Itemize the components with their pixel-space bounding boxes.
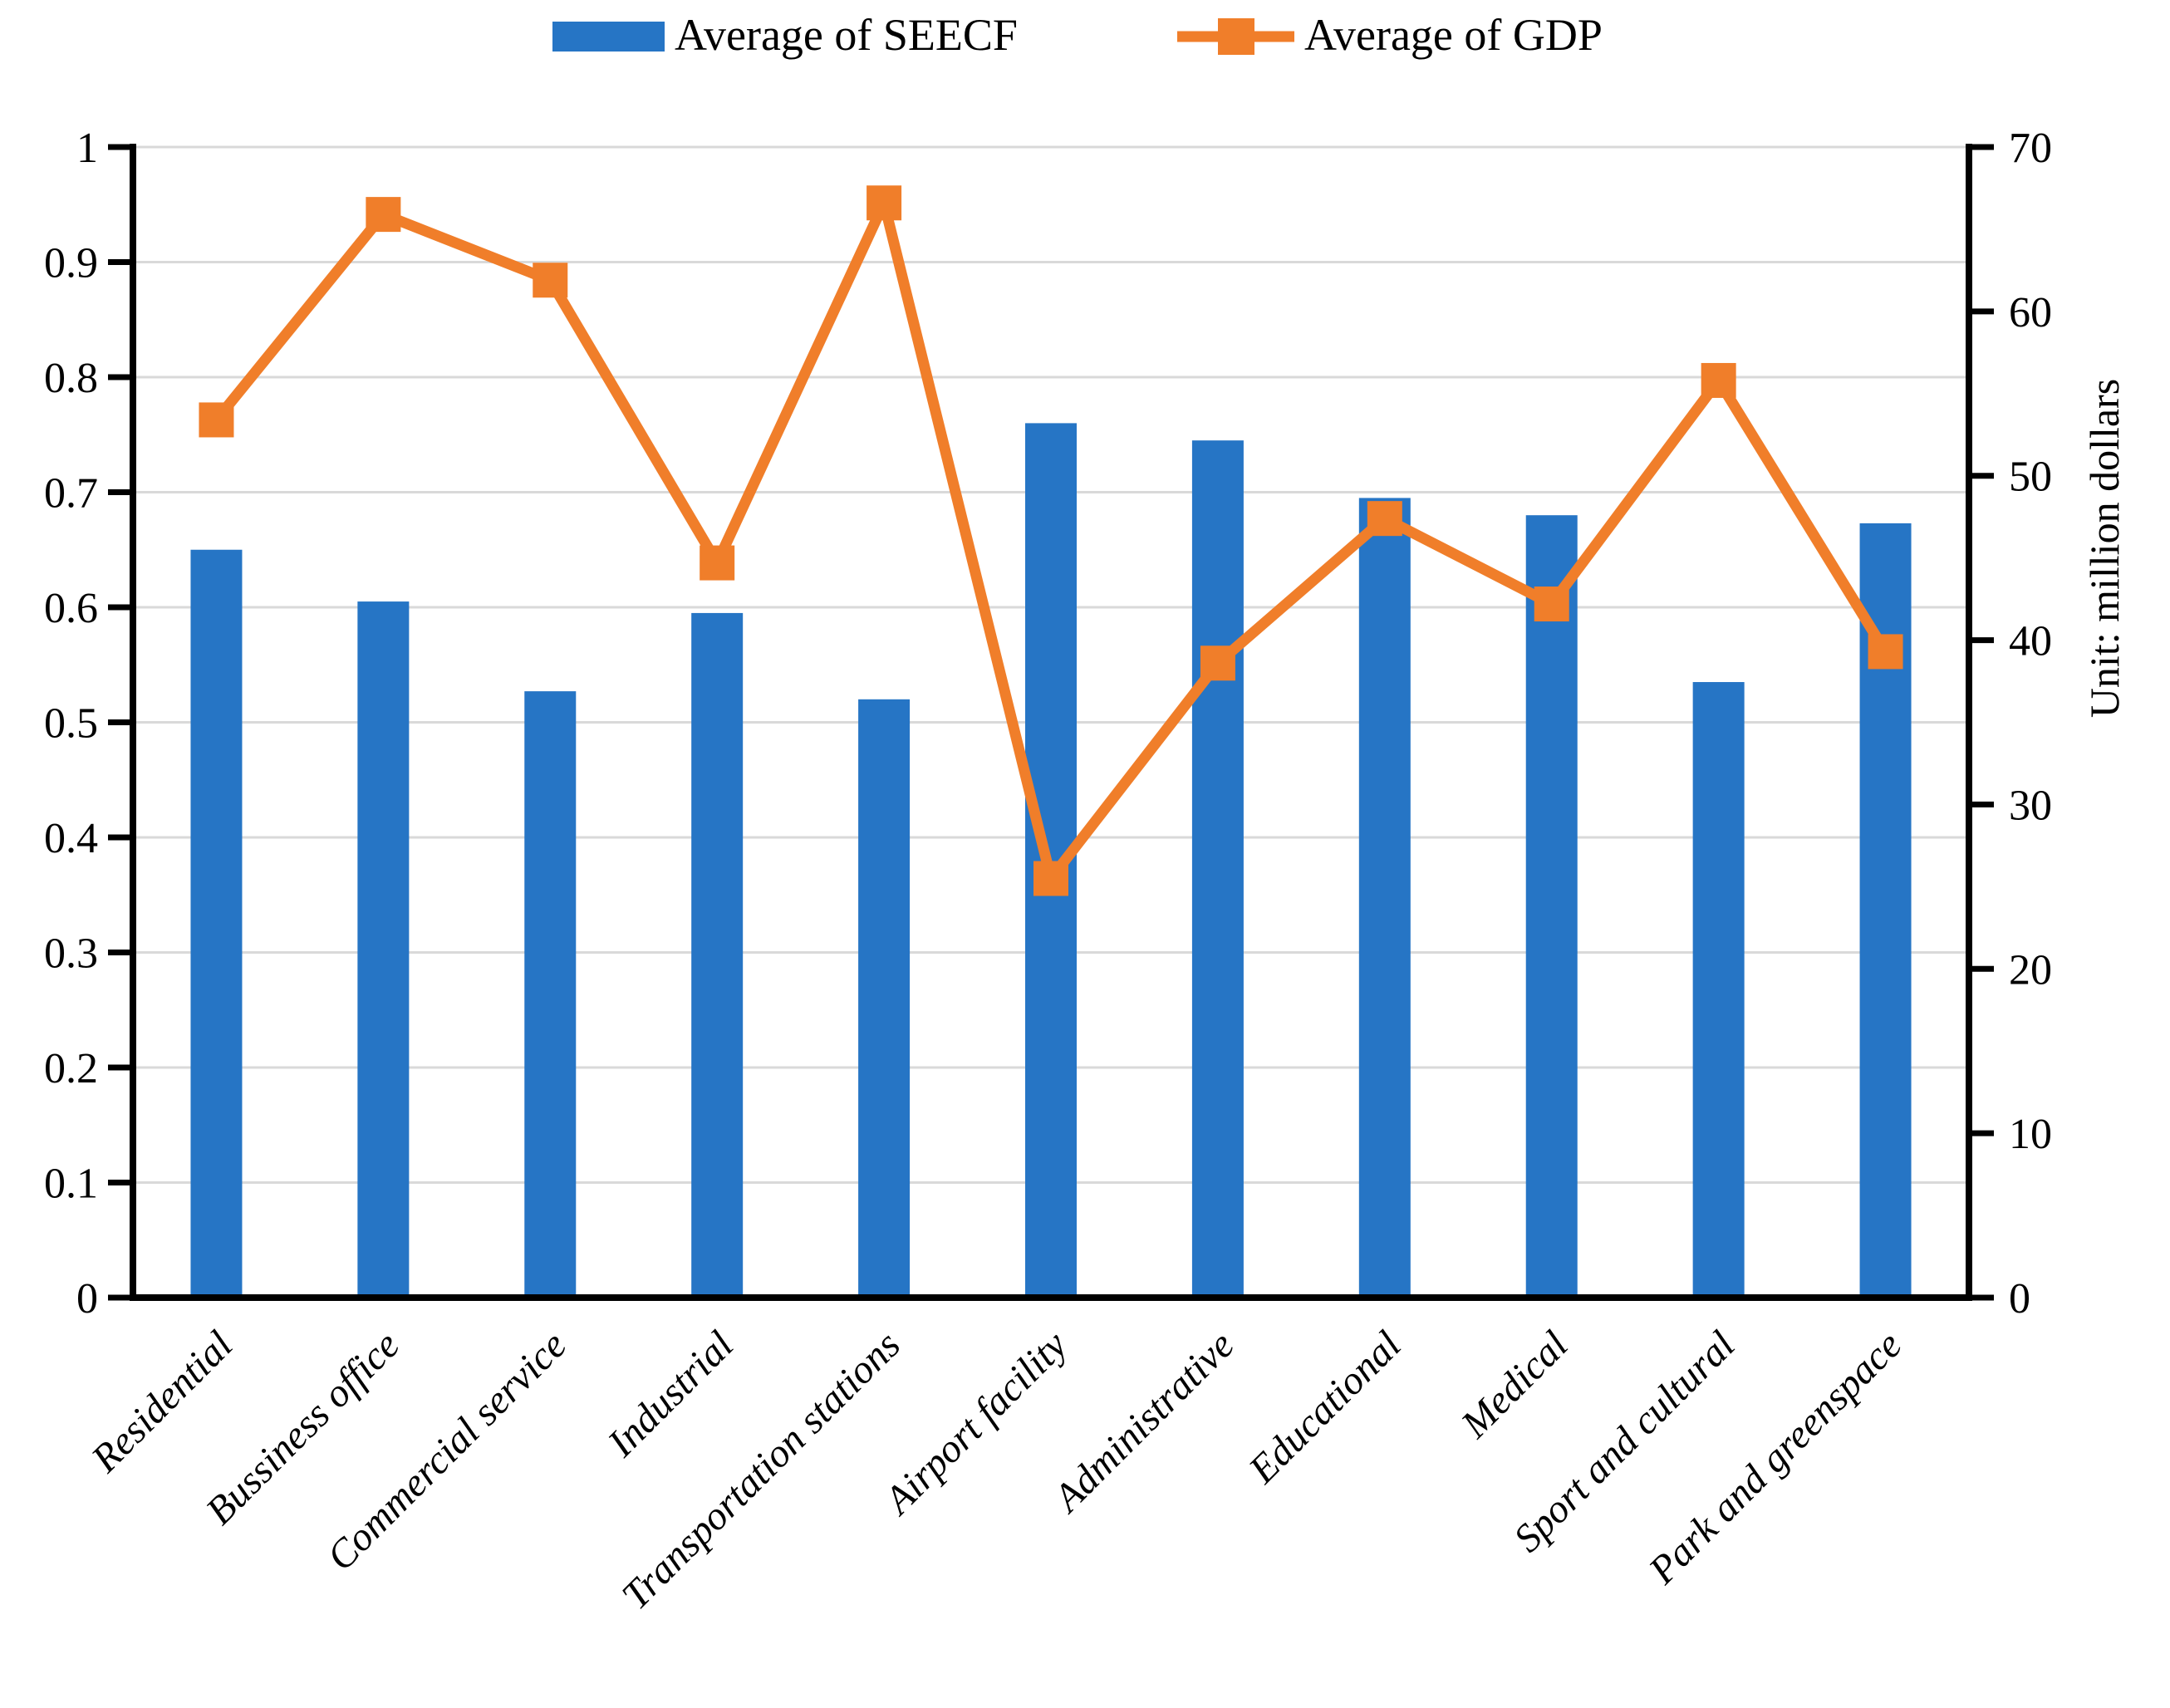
left-axis-tick-label: 0.9: [44, 240, 98, 287]
seecf-bar: [524, 691, 577, 1298]
seecf-bar: [1525, 515, 1578, 1298]
gdp-marker: [1200, 645, 1235, 681]
right-axis-tick-label: 0: [2009, 1275, 2030, 1323]
right-axis-tick-label: 70: [2009, 125, 2052, 172]
seecf-bar: [1191, 440, 1244, 1298]
right-axis-tick-label: 30: [2009, 782, 2052, 829]
left-axis-tick-label: 0.1: [44, 1161, 98, 1208]
seecf-bar: [1358, 498, 1411, 1298]
left-axis-tick-label: 1: [76, 125, 98, 172]
seecf-bar: [1692, 682, 1745, 1298]
x-axis-category-label: Transportation stations: [614, 1323, 909, 1617]
x-axis-category-label: Industrial: [599, 1323, 742, 1465]
gdp-marker: [366, 197, 401, 233]
x-axis-category-label: Residential: [82, 1323, 241, 1481]
x-axis-category-label: Educational: [1240, 1323, 1409, 1492]
gdp-marker: [1701, 362, 1736, 398]
seecf-bar: [357, 601, 410, 1298]
left-axis-tick-label: 0.3: [44, 930, 98, 978]
left-axis-tick-label: 0.6: [44, 585, 98, 632]
right-axis-tick-label: 10: [2009, 1111, 2052, 1158]
right-axis-tick-label: 40: [2009, 618, 2052, 665]
x-axis-category-label: Medical: [1452, 1323, 1576, 1446]
legend-seecf-label: Average of SEECF: [675, 10, 1018, 60]
gdp-marker: [1367, 501, 1402, 537]
right-axis-tick-label: 60: [2009, 289, 2052, 336]
left-axis-tick-label: 0.2: [44, 1045, 98, 1092]
left-axis-tick-label: 0.8: [44, 355, 98, 402]
legend-seecf-swatch: [552, 22, 665, 52]
seecf-bar: [190, 549, 243, 1298]
right-axis-tick-label: 20: [2009, 946, 2052, 994]
seecf-bar: [858, 699, 911, 1298]
right-axis-title: Unit: million dollars: [2081, 379, 2128, 718]
legend-gdp-label: Average of GDP: [1304, 10, 1603, 60]
gdp-marker: [1534, 587, 1569, 622]
gdp-marker: [1033, 861, 1068, 896]
legend-gdp-marker: [1218, 18, 1254, 55]
gdp-marker: [867, 185, 902, 221]
left-axis-tick-label: 0: [76, 1275, 98, 1323]
gdp-marker: [199, 402, 234, 438]
left-axis-tick-label: 0.4: [44, 815, 98, 862]
right-axis-tick-label: 50: [2009, 454, 2052, 501]
seecf-bar: [691, 612, 744, 1298]
gdp-marker: [533, 263, 568, 298]
gdp-marker: [1868, 634, 1903, 670]
gdp-marker: [700, 545, 735, 581]
left-axis-tick-label: 0.7: [44, 470, 98, 518]
left-axis-tick-label: 0.5: [44, 700, 98, 748]
